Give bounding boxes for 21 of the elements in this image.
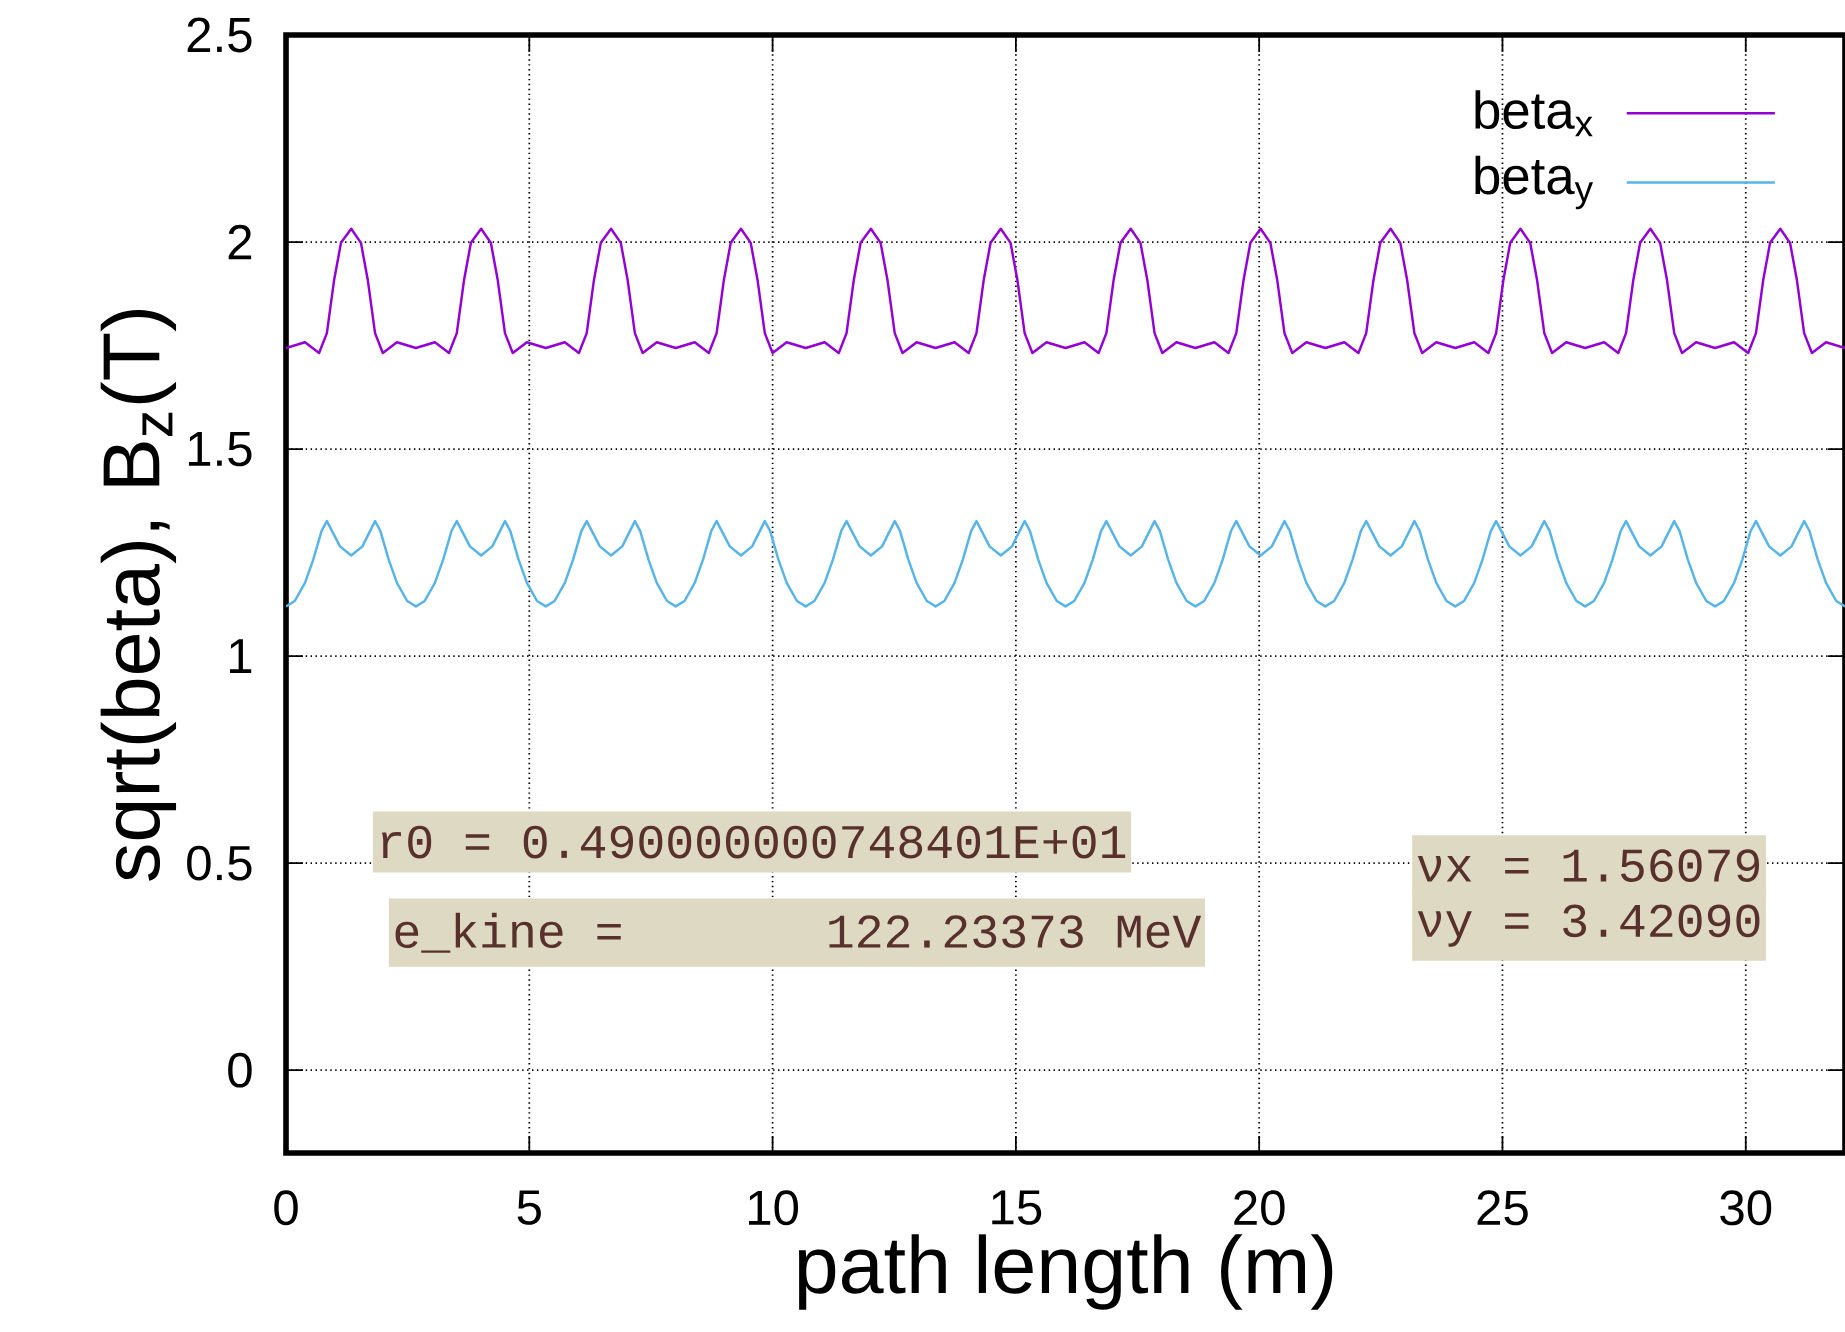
- annotation: r0 = 0.490000000748401E+01: [382, 825, 1126, 859]
- x-tick-label: 0: [274, 1190, 298, 1226]
- y-tick-label: 1: [229, 639, 252, 674]
- y-tick-label: 2: [228, 224, 252, 260]
- x-tick-label: 25: [1477, 1190, 1528, 1226]
- legend-label: beta$_{y}$: [1475, 155, 1594, 210]
- y-tick-label: 1.5: [188, 431, 252, 467]
- x-tick-label: 20: [1234, 1190, 1285, 1226]
- y-tick-label: 0.5: [187, 845, 252, 881]
- legend-label: beta$_{x}$: [1475, 90, 1593, 137]
- y-tick-label: 2.5: [187, 17, 252, 53]
- text: e_kine = 122.23373 MeV: [395, 912, 1202, 953]
- x-axis-title: path length (m): [798, 1234, 1333, 1310]
- y-axis-title: sqrt(beta), B$_{z}$(T): [100, 309, 177, 881]
- x-tick-label: 15: [992, 1190, 1042, 1225]
- x-tick-label: 10: [748, 1190, 799, 1226]
- x-tick-label: 30: [1720, 1190, 1772, 1226]
- annotation: νx = 1.56079: [1417, 849, 1760, 882]
- annotation: νy = 3.42090: [1417, 904, 1760, 947]
- y-tick-label: 0: [228, 1052, 252, 1088]
- x-tick-label: 5: [517, 1190, 541, 1225]
